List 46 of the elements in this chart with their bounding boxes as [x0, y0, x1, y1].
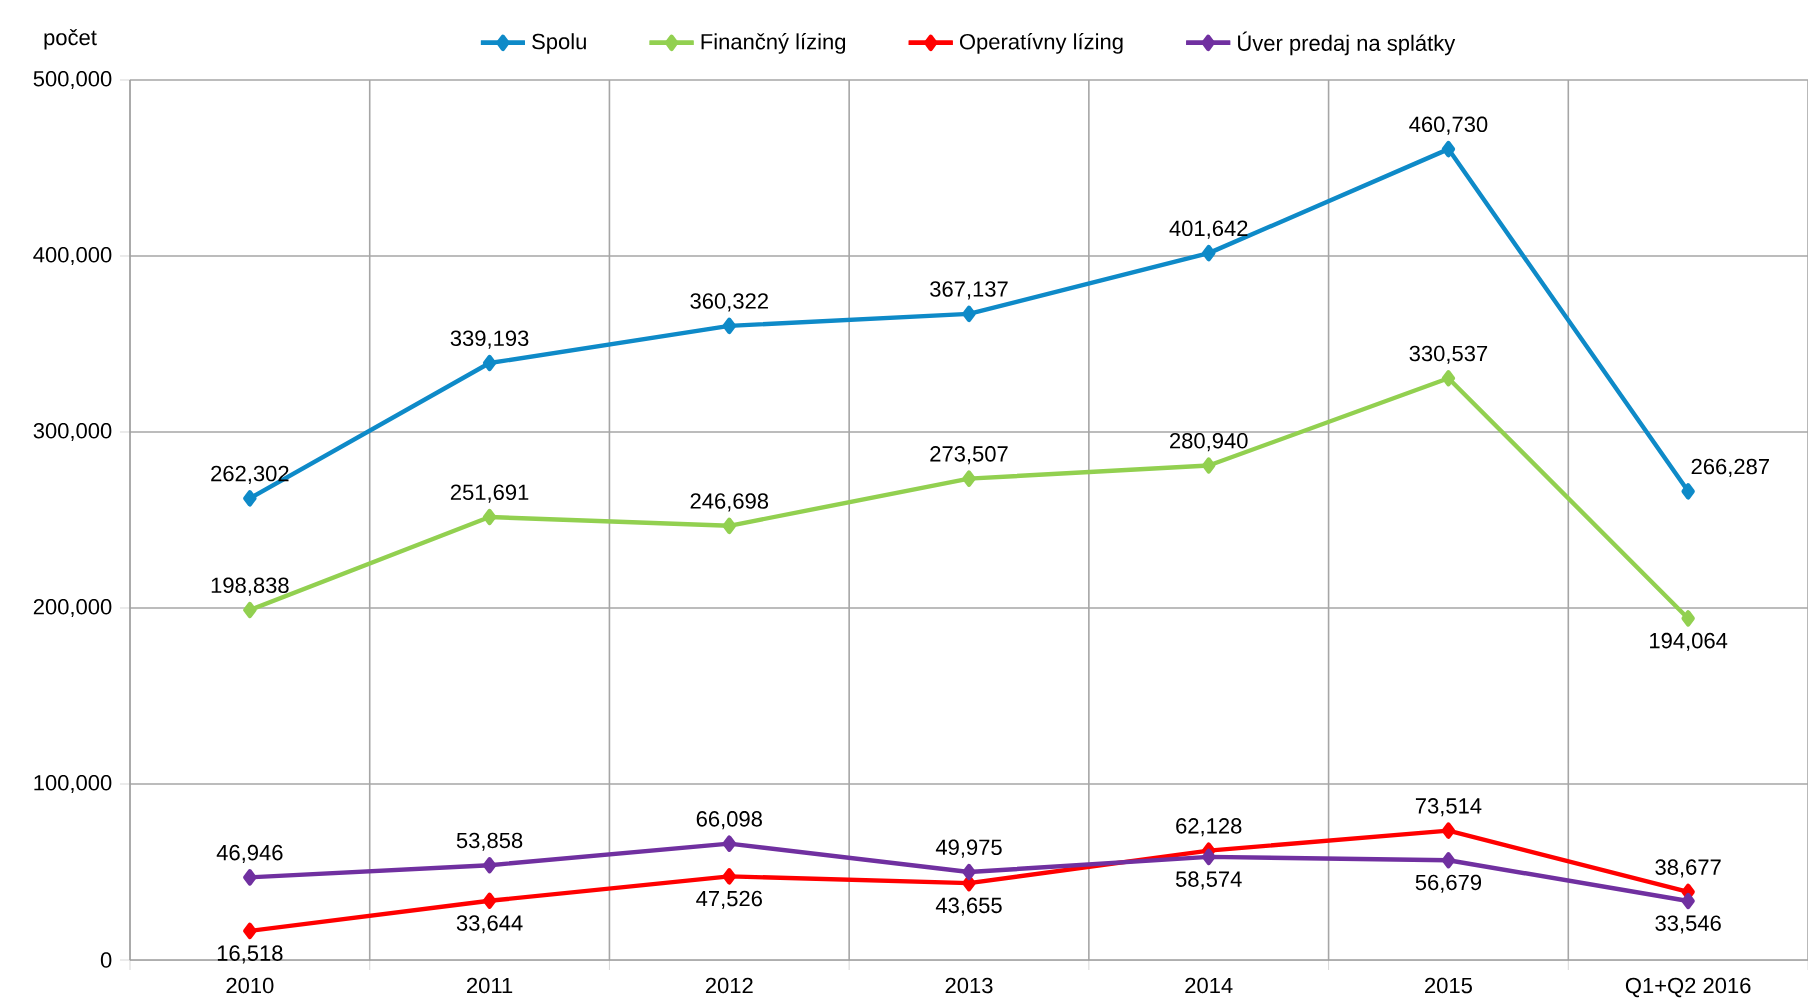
x-tick-label: 2013	[945, 977, 993, 994]
x-tick-label: 2011	[467, 977, 513, 994]
data-label: 56,679	[1415, 874, 1482, 893]
y-tick-label: 300,000	[33, 422, 112, 442]
data-label: 58,574	[1175, 871, 1242, 890]
data-label: 246,698	[690, 493, 769, 512]
data-label: 49,975	[935, 839, 1002, 858]
data-label: 33,644	[456, 915, 523, 934]
data-label: 262,302	[211, 465, 289, 484]
data-label: 339,193	[450, 330, 529, 349]
y-tick-label: 0	[100, 952, 112, 968]
y-axis-title: počet	[44, 29, 97, 50]
x-tick-label: 2014	[1185, 977, 1233, 994]
data-label: 33,546	[1655, 915, 1721, 934]
legend-label: Operatívny lízing	[959, 33, 1123, 54]
data-label: 460,730	[1409, 116, 1488, 135]
data-label: 47,526	[696, 890, 762, 909]
x-tick-label: 2015	[1425, 977, 1472, 994]
data-label: 251,691	[450, 484, 529, 503]
data-label: 43,655	[935, 897, 1002, 916]
data-label: 16,518	[217, 945, 283, 964]
data-label: 360,322	[690, 293, 768, 312]
data-label: 367,137	[930, 281, 1008, 300]
y-tick-label: 100,000	[34, 774, 112, 794]
data-label: 273,507	[930, 446, 1008, 465]
data-label: 38,677	[1655, 859, 1721, 878]
x-tick-label: 2012	[705, 977, 753, 994]
data-label: 266,287	[1691, 458, 1769, 477]
legend-label: Úver predaj na splátky	[1238, 31, 1456, 56]
data-label: 73,514	[1415, 798, 1482, 817]
data-label: 280,940	[1170, 432, 1248, 452]
data-label: 194,064	[1650, 632, 1728, 652]
x-tick-label: 2010	[226, 977, 274, 994]
data-label: 66,098	[696, 811, 762, 830]
y-tick-label: 400,000	[33, 246, 112, 266]
data-label: 53,858	[456, 832, 523, 851]
x-tick-label: Q1+Q2 2016	[1625, 977, 1751, 998]
y-tick-label: 500,000	[33, 70, 112, 90]
data-label: 198,838	[211, 577, 289, 596]
legend-label: Finančný lízing	[701, 33, 846, 54]
legend-label: Spolu	[532, 33, 586, 54]
data-label: 401,642	[1169, 220, 1248, 239]
data-label: 46,946	[216, 844, 283, 863]
data-label: 330,537	[1409, 345, 1488, 364]
data-label: 62,128	[1176, 818, 1242, 837]
y-tick-label: 200,000	[33, 598, 112, 618]
